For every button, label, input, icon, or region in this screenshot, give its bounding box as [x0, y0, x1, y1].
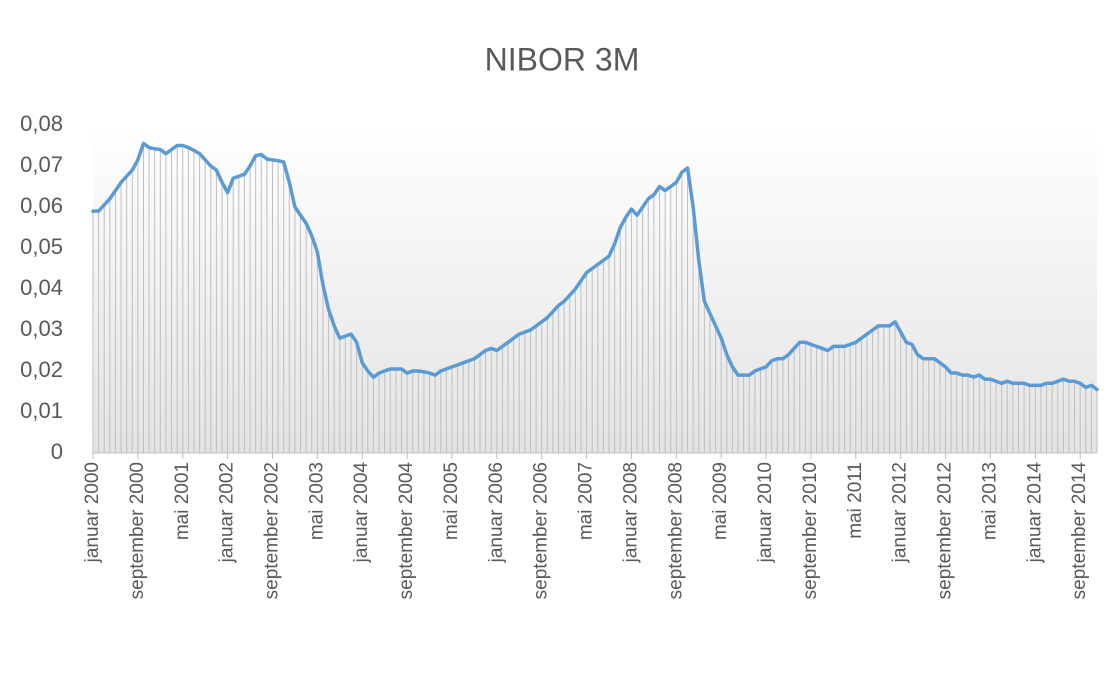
y-tick-label: 0,03: [20, 316, 63, 341]
x-tick-label: januar 2014: [1024, 462, 1045, 564]
x-tick-label: januar 2010: [755, 462, 776, 563]
y-tick-label: 0,08: [20, 111, 63, 136]
x-tick-label: september 2004: [396, 462, 417, 600]
y-tick-label: 0,02: [20, 357, 63, 382]
x-tick-label: mai 2005: [441, 462, 462, 540]
plot-area: [93, 125, 1097, 453]
x-tick-label: mai 2001: [172, 462, 193, 540]
x-tick-label: januar 2002: [217, 462, 238, 563]
x-tick-label: mai 2003: [306, 462, 327, 540]
series-line: [91, 141, 1099, 392]
y-tick-label: 0,01: [20, 398, 63, 423]
y-tick-label: 0,05: [20, 234, 63, 259]
x-tick-label: september 2014: [1069, 462, 1090, 600]
x-tick-label: januar 2008: [620, 462, 641, 563]
x-tick-label: januar 2000: [82, 462, 103, 563]
x-tick-label: september 2010: [800, 462, 821, 599]
y-tick-label: 0: [51, 439, 63, 464]
x-tick-label: september 2000: [127, 462, 148, 599]
x-tick-label: september 2012: [935, 462, 956, 599]
x-tick-label: september 2008: [665, 462, 686, 599]
x-tick-label: mai 2011: [845, 462, 866, 539]
x-tick-label: mai 2013: [979, 462, 1000, 540]
chart-title: NIBOR 3M: [485, 41, 640, 77]
x-tick-label: september 2006: [531, 462, 552, 599]
x-tick-label: januar 2006: [486, 462, 507, 563]
x-tick-label: september 2002: [262, 462, 283, 599]
x-tick-label: januar 2004: [351, 462, 372, 564]
y-tick-label: 0,07: [20, 152, 63, 177]
x-tick-label: mai 2007: [576, 462, 597, 540]
y-tick-label: 0,04: [20, 275, 63, 300]
x-tick-label: januar 2012: [890, 462, 911, 563]
y-tick-label: 0,06: [20, 193, 63, 218]
x-tick-label: mai 2009: [710, 462, 731, 540]
